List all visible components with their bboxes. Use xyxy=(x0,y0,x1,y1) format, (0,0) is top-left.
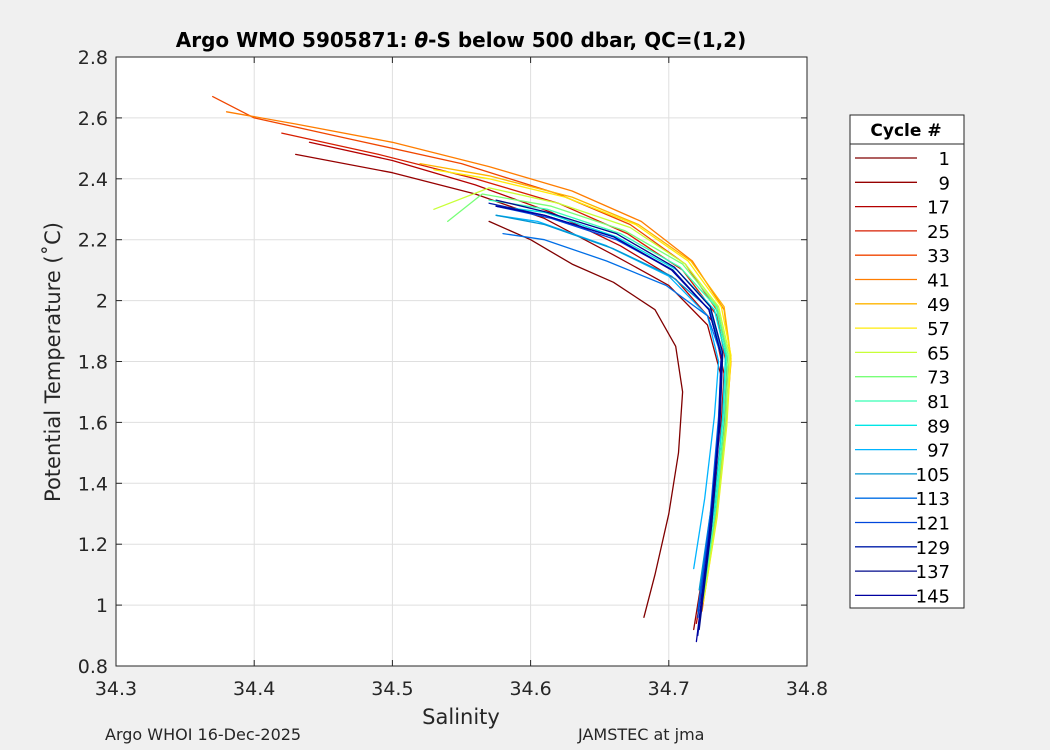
y-tick-label: 2.2 xyxy=(78,230,108,252)
legend-box xyxy=(849,114,965,609)
legend-label-137: 137 xyxy=(916,562,950,583)
legend-label-49: 49 xyxy=(927,295,950,316)
legend-label-129: 129 xyxy=(916,538,950,559)
series-line-cycle-65 xyxy=(433,187,731,600)
legend-label-33: 33 xyxy=(927,246,950,267)
legend-entries: 1 9 17 25 33 41 49 57 65 73 81 89 97 105 113 121 129 137 1… xyxy=(855,149,950,607)
y-tick-label: 2.8 xyxy=(78,47,108,69)
series-group xyxy=(212,95,732,643)
series-line-cycle-89 xyxy=(495,205,727,594)
x-tick-label: 34.7 xyxy=(648,678,690,700)
y-tick-label: 1.6 xyxy=(78,412,108,434)
title-theta: θ xyxy=(414,28,428,52)
footer-right-credit: JAMSTEC at jma xyxy=(578,725,705,744)
legend-label-1: 1 xyxy=(939,149,950,170)
series-line-cycle-1 xyxy=(488,220,684,618)
x-tick-label: 34.4 xyxy=(233,678,275,700)
y-tick-label: 1.4 xyxy=(78,473,108,495)
series-line-cycle-137 xyxy=(495,199,724,631)
legend-label-105: 105 xyxy=(916,465,950,486)
title-part-2: -S below 500 dbar, QC=(1,2) xyxy=(428,28,746,52)
legend-label-145: 145 xyxy=(916,586,950,607)
y-tick-label: 1.2 xyxy=(78,534,108,556)
y-tick-label: 0.8 xyxy=(78,656,108,678)
chart-title: Argo WMO 5905871: θ-S below 500 dbar, QC… xyxy=(176,28,746,52)
y-tick-label: 1 xyxy=(96,595,108,617)
legend-label-57: 57 xyxy=(927,319,950,340)
y-tick-label: 2 xyxy=(96,291,108,313)
series-line-cycle-73 xyxy=(447,193,729,597)
y-tick-label: 1.8 xyxy=(78,352,108,374)
x-tick-label: 34.5 xyxy=(371,678,413,700)
legend-label-113: 113 xyxy=(916,489,950,510)
x-tick-label: 34.3 xyxy=(95,678,137,700)
x-tick-label: 34.8 xyxy=(786,678,828,700)
legend-title: Cycle # xyxy=(870,121,941,141)
legend-label-89: 89 xyxy=(927,416,950,437)
y-axis-label: Potential Temperature (˚C) xyxy=(41,222,65,502)
legend-label-121: 121 xyxy=(916,514,950,535)
x-tick-label: 34.6 xyxy=(509,678,551,700)
ticks: 34.3 34.4 34.5 34.6 34.7 34.8 0.8 1 1.2 1.4 1.6 1.8… xyxy=(78,47,828,700)
series-line-cycle-81 xyxy=(488,199,728,594)
x-axis-label: Salinity xyxy=(422,705,500,729)
legend-label-41: 41 xyxy=(927,271,950,292)
legend-label-17: 17 xyxy=(927,198,950,219)
title-part-1: Argo WMO 5905871: xyxy=(176,28,415,52)
legend: Cycle # 1 9 17 25 33 41 49 57 65 73 81 89 97 105 113 12… xyxy=(849,114,965,609)
series-line-cycle-49 xyxy=(419,162,732,606)
legend-label-25: 25 xyxy=(927,222,950,243)
series-line-cycle-145 xyxy=(495,205,722,643)
legend-label-65: 65 xyxy=(927,343,950,364)
footer-left-credit: Argo WHOI 16-Dec-2025 xyxy=(105,725,302,744)
legend-label-73: 73 xyxy=(927,368,950,389)
legend-label-97: 97 xyxy=(927,441,950,462)
legend-label-9: 9 xyxy=(939,173,950,194)
y-tick-label: 2.6 xyxy=(78,108,108,130)
y-tick-label: 2.4 xyxy=(78,169,108,191)
legend-label-81: 81 xyxy=(927,392,950,413)
